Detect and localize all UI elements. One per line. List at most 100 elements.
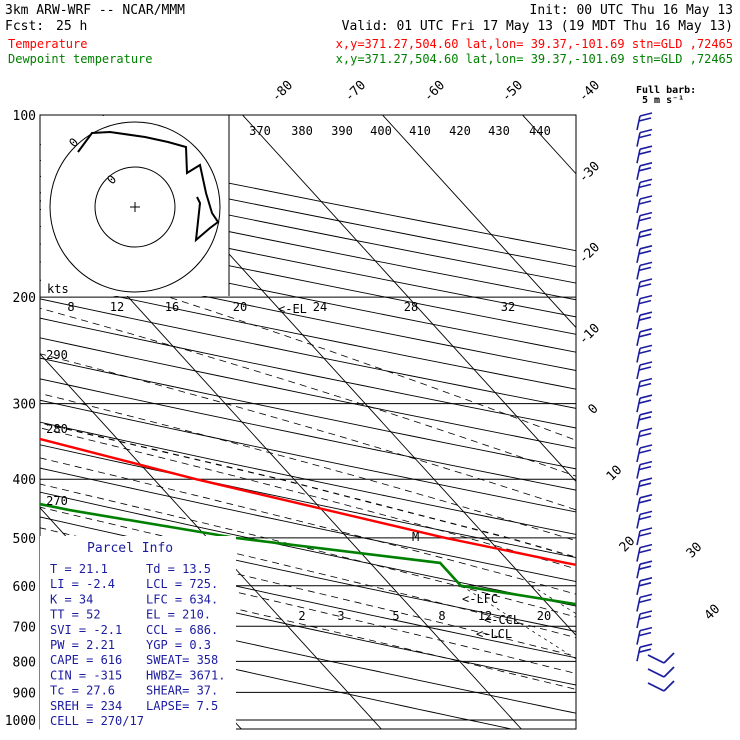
wind-barb bbox=[647, 682, 665, 692]
mixing-ratio-label: 8 bbox=[438, 609, 445, 623]
wind-barb bbox=[636, 647, 641, 662]
wind-barb bbox=[636, 115, 641, 131]
wind-barb-flag bbox=[638, 283, 652, 288]
wind-barb-flag bbox=[639, 228, 653, 233]
wind-barb-flag bbox=[638, 333, 652, 338]
wind-barb-flag bbox=[639, 128, 653, 134]
wind-barb-flag bbox=[639, 162, 653, 167]
dry-adiabat bbox=[40, 337, 576, 449]
parcel-info-param: EL = 210. bbox=[146, 608, 211, 622]
barb-legend-units: 5 m s⁻¹ bbox=[642, 95, 684, 106]
wind-barb-flag bbox=[639, 278, 653, 283]
isotherm-label: -30 bbox=[576, 159, 603, 186]
sounding-annotation: <-EL bbox=[278, 302, 307, 316]
wind-barb-flag bbox=[663, 666, 675, 678]
wind-barb bbox=[636, 198, 641, 214]
moist-adiabat bbox=[40, 506, 576, 639]
location-dewpoint: x,y=371.27,504.60 lat,lon= 39.37,-101.69… bbox=[336, 52, 733, 66]
pressure-label: 100 bbox=[13, 109, 36, 124]
wind-barb bbox=[636, 464, 641, 479]
wind-barb bbox=[636, 348, 641, 363]
hodograph-speed-label: 12 bbox=[110, 300, 124, 314]
wind-barb-flag bbox=[639, 510, 653, 516]
wind-barb bbox=[636, 398, 641, 413]
parcel-info-box: Parcel Info T = 21.1 Td = 13.5 LI = -2.4 LC… bbox=[40, 536, 236, 730]
theta-label: 270 bbox=[46, 494, 68, 508]
pressure-label: 700 bbox=[13, 620, 36, 635]
wind-barb-flag bbox=[638, 250, 652, 255]
wind-barb bbox=[636, 149, 641, 164]
wind-barb-flag bbox=[638, 233, 652, 238]
profile-temperature bbox=[40, 437, 576, 567]
parcel-info-param: Td = 13.5 bbox=[146, 562, 211, 576]
wind-barb-flag bbox=[638, 200, 652, 205]
hodograph-speed-label: 8 bbox=[67, 300, 74, 314]
wind-barb-flag bbox=[638, 648, 652, 653]
hodograph-speed-label: 16 bbox=[165, 300, 179, 314]
sounding-annotation: M bbox=[412, 530, 419, 544]
moist-adiabat bbox=[40, 393, 576, 542]
isotherm-label: -20 bbox=[576, 240, 603, 267]
wind-barb-flag bbox=[639, 328, 653, 333]
wind-barb-flag bbox=[639, 145, 653, 150]
mixing-ratio-label: 2 bbox=[298, 609, 305, 623]
theta-label: 380 bbox=[291, 124, 313, 138]
theta-label: 440 bbox=[529, 124, 551, 138]
sounding-profiles bbox=[40, 422, 576, 606]
wind-barb bbox=[636, 232, 641, 247]
isotherm bbox=[40, 353, 382, 729]
wind-barb-flag bbox=[663, 680, 675, 692]
wind-barb bbox=[636, 564, 641, 579]
wind-barb-flag bbox=[638, 465, 652, 471]
mixing-ratio-label: 20 bbox=[537, 609, 551, 623]
valid-time: Valid: 01 UTC Fri 17 May 13 (19 MDT Thu … bbox=[342, 19, 733, 34]
sounding-annotation: <-CCL bbox=[484, 613, 520, 627]
wind-barb-flag bbox=[639, 411, 653, 416]
moist-adiabat bbox=[40, 427, 576, 570]
wind-barb-flag bbox=[638, 615, 652, 620]
wind-barb-flag bbox=[638, 150, 652, 155]
parcel-info-param: T = 21.1 bbox=[50, 562, 108, 576]
isotherm bbox=[717, 21, 740, 733]
wind-barb-flag bbox=[638, 117, 652, 122]
parcel-info-param: CELL = 270/17 bbox=[50, 714, 144, 728]
pressure-label: 800 bbox=[13, 655, 36, 670]
wind-barb-flag bbox=[638, 432, 652, 438]
theta-label: 280 bbox=[46, 422, 68, 436]
wind-barb-flag bbox=[638, 366, 652, 371]
wind-barb-flag bbox=[638, 399, 652, 404]
wind-barb-flag bbox=[639, 377, 653, 383]
wind-barb-flag bbox=[638, 565, 652, 570]
dry-adiabat bbox=[40, 261, 576, 371]
wind-barb bbox=[636, 630, 641, 645]
wind-barb-flag bbox=[639, 477, 653, 482]
parcel-info-param: CAPE = 616 bbox=[50, 653, 122, 667]
theta-label: 290 bbox=[46, 348, 68, 362]
parcel-info-param: Tc = 27.6 bbox=[50, 684, 115, 698]
pressure-label: 300 bbox=[13, 398, 36, 413]
wind-barb-flag bbox=[638, 416, 652, 421]
isotherm-label: -80 bbox=[269, 78, 296, 105]
isotherm-label: -60 bbox=[421, 78, 448, 105]
dry-adiabat bbox=[40, 467, 576, 582]
wind-barb-flag bbox=[639, 178, 653, 184]
isotherm-label: -10 bbox=[576, 321, 603, 348]
dry-adiabat bbox=[40, 298, 576, 409]
wind-barb-flag bbox=[639, 294, 653, 300]
mixing-ratio-label: 5 bbox=[392, 609, 399, 623]
wind-barb-flag bbox=[638, 532, 652, 537]
wind-barb bbox=[636, 364, 641, 380]
wind-barb bbox=[636, 530, 641, 546]
wind-barb bbox=[636, 414, 641, 429]
mixing-ratio-line bbox=[461, 585, 576, 660]
parcel-info-param: SREH = 234 bbox=[50, 699, 122, 713]
pressure-label: 500 bbox=[13, 532, 36, 547]
dry-adiabat bbox=[40, 624, 514, 729]
parcel-info-param: PW = 2.21 bbox=[50, 638, 115, 652]
parcel-info-param: YGP = 0.3 bbox=[146, 638, 211, 652]
wind-barb bbox=[636, 597, 641, 612]
parcel-info-param: LFC = 634. bbox=[146, 592, 218, 606]
mixing-ratio-label: 3 bbox=[337, 609, 344, 623]
wind-barb-flag bbox=[639, 444, 653, 449]
